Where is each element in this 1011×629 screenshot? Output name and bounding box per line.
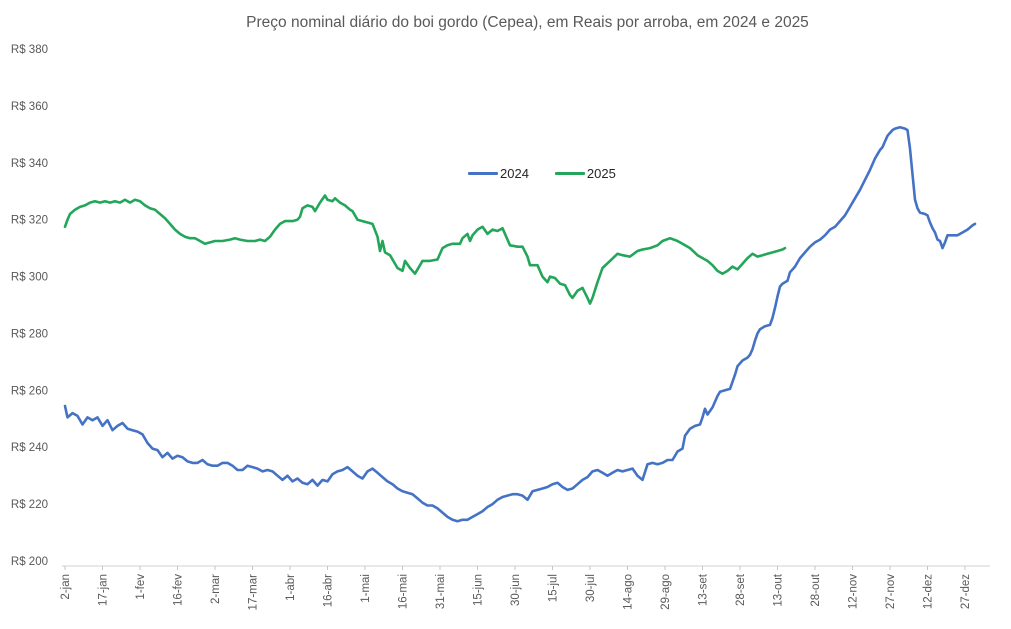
x-axis-label: 16-mai — [398, 574, 410, 609]
x-axis-label: 17-jan — [98, 574, 110, 606]
series-line-2024 — [63, 125, 977, 523]
x-axis-label: 29-ago — [660, 574, 672, 610]
x-axis-label: 31-mai — [435, 574, 447, 609]
y-axis-label: R$ 200 — [11, 556, 48, 568]
series-line-2025 — [63, 194, 787, 305]
x-axis-label: 16-fev — [173, 574, 185, 606]
x-axis-label: 16-abr — [323, 574, 335, 607]
y-axis-label: R$ 320 — [11, 215, 48, 227]
y-axis-label: R$ 240 — [11, 442, 48, 454]
legend-label-2024: 2024 — [500, 166, 529, 181]
x-axis-label: 2-mar — [210, 574, 222, 604]
x-axis-label: 17-mar — [248, 574, 260, 611]
y-axis-label: R$ 380 — [11, 44, 48, 56]
x-axis-label: 1-fev — [135, 574, 147, 600]
legend-item-2025: 2025 — [554, 166, 616, 181]
x-axis-label: 30-jun — [510, 574, 522, 606]
x-axis-label: 13-set — [698, 573, 710, 606]
legend-item-2024: 2024 — [468, 166, 529, 181]
y-axis-label: R$ 360 — [11, 101, 48, 113]
x-axis-label: 1-mai — [360, 574, 372, 603]
legend-line-2025-icon — [554, 172, 585, 175]
y-axis-label: R$ 280 — [11, 328, 48, 340]
x-axis-label: 15-jul — [548, 574, 560, 602]
x-axis-label: 12-nov — [848, 574, 860, 609]
legend-label-2025: 2025 — [586, 166, 616, 181]
x-axis-label: 13-out — [773, 573, 785, 606]
y-axis-label: R$ 300 — [11, 272, 48, 284]
x-axis-label: 27-nov — [885, 574, 897, 609]
x-axis-label: 12-dez — [923, 574, 935, 609]
y-axis-label: R$ 340 — [11, 158, 48, 170]
x-axis-label: 28-out — [810, 573, 822, 606]
legend-line-2024-icon — [468, 172, 498, 175]
x-axis-label: 30-jul — [585, 574, 597, 602]
x-axis-label: 2-jan — [60, 574, 72, 600]
y-axis-label: R$ 260 — [11, 385, 48, 397]
x-axis-label: 15-jun — [473, 574, 485, 606]
y-axis-label: R$ 220 — [11, 499, 48, 511]
chart-legend: 2024 2025 — [468, 166, 616, 181]
x-axis-label: 28-set — [735, 573, 747, 606]
x-axis-label: 14-ago — [623, 574, 635, 610]
x-axis-label: 1-abr — [285, 574, 297, 601]
x-axis-label: 27-dez — [960, 574, 972, 609]
chart-title: Preço nominal diário do boi gordo (Cepea… — [246, 14, 809, 31]
